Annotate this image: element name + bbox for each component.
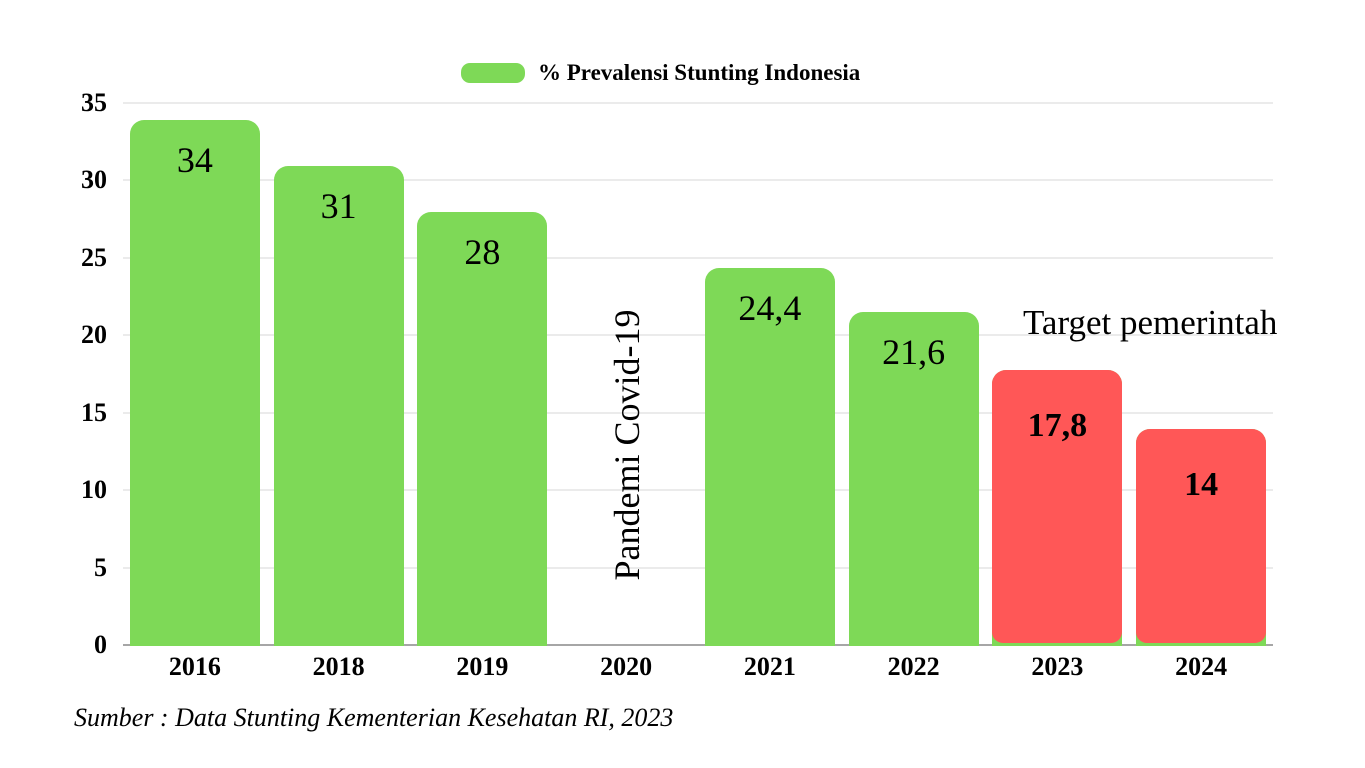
gridline (123, 256, 1273, 259)
y-tick-label: 20 (81, 320, 107, 350)
y-tick-label: 5 (94, 552, 107, 582)
gridline (123, 411, 1273, 414)
bar-2016: 34 (129, 119, 260, 646)
y-tick-label: 15 (81, 397, 107, 427)
bar-value-label: 14 (1184, 466, 1219, 504)
gridline (123, 102, 1273, 104)
bar-value-label: 31 (320, 185, 357, 226)
gridline (123, 179, 1273, 182)
chart-legend: % Prevalensi Stunting Indonesia (461, 58, 860, 88)
x-tick-label: 2020 (600, 652, 653, 681)
bar-value-label: 21,6 (882, 331, 946, 372)
gridline (123, 566, 1273, 569)
annotation-pandemi-covid: Pandemi Covid-19 (607, 309, 647, 581)
bar-red-overlay: 17,8 (992, 370, 1123, 643)
y-tick-label: 30 (81, 165, 107, 195)
legend-label: % Prevalensi Stunting Indonesia (538, 60, 861, 85)
plot-area: 34 31 28 24,4 21,6 17,8 14 (123, 102, 1273, 646)
annotation-target-pemerintah: Target pemerintah (1023, 303, 1278, 342)
x-axis-line (123, 644, 1273, 646)
bar-2021: 24,4 (704, 268, 835, 646)
bar-2023: 17,8 (992, 370, 1123, 646)
y-tick-label: 10 (81, 475, 107, 505)
x-tick-label: 2023 (1031, 652, 1084, 681)
bar-2024: 14 (1136, 429, 1267, 646)
bar-2019: 28 (417, 212, 548, 646)
bar-value-label: 34 (176, 139, 213, 180)
bar-value-label: 24,4 (738, 288, 802, 329)
bar-red-overlay: 14 (1136, 429, 1267, 643)
bar-value-label: 28 (464, 232, 501, 273)
x-tick-label: 2016 (168, 652, 221, 681)
x-tick-label: 2018 (312, 652, 365, 681)
y-tick-label: 0 (94, 630, 107, 659)
source-caption: Sumber : Data Stunting Kementerian Keseh… (74, 703, 674, 732)
bar-2022: 21,6 (848, 311, 979, 646)
x-tick-label: 2022 (887, 652, 940, 681)
legend-swatch-icon (461, 63, 525, 83)
gridline (123, 334, 1273, 337)
x-tick-label: 2024 (1175, 652, 1228, 681)
y-tick-label: 25 (81, 242, 107, 272)
gridline (123, 489, 1273, 492)
bar-value-label: 17,8 (1027, 407, 1088, 445)
y-tick-label: 35 (81, 88, 107, 117)
bar-2018: 31 (273, 165, 404, 646)
x-tick-label: 2021 (743, 652, 796, 681)
x-tick-label: 2019 (456, 652, 509, 681)
